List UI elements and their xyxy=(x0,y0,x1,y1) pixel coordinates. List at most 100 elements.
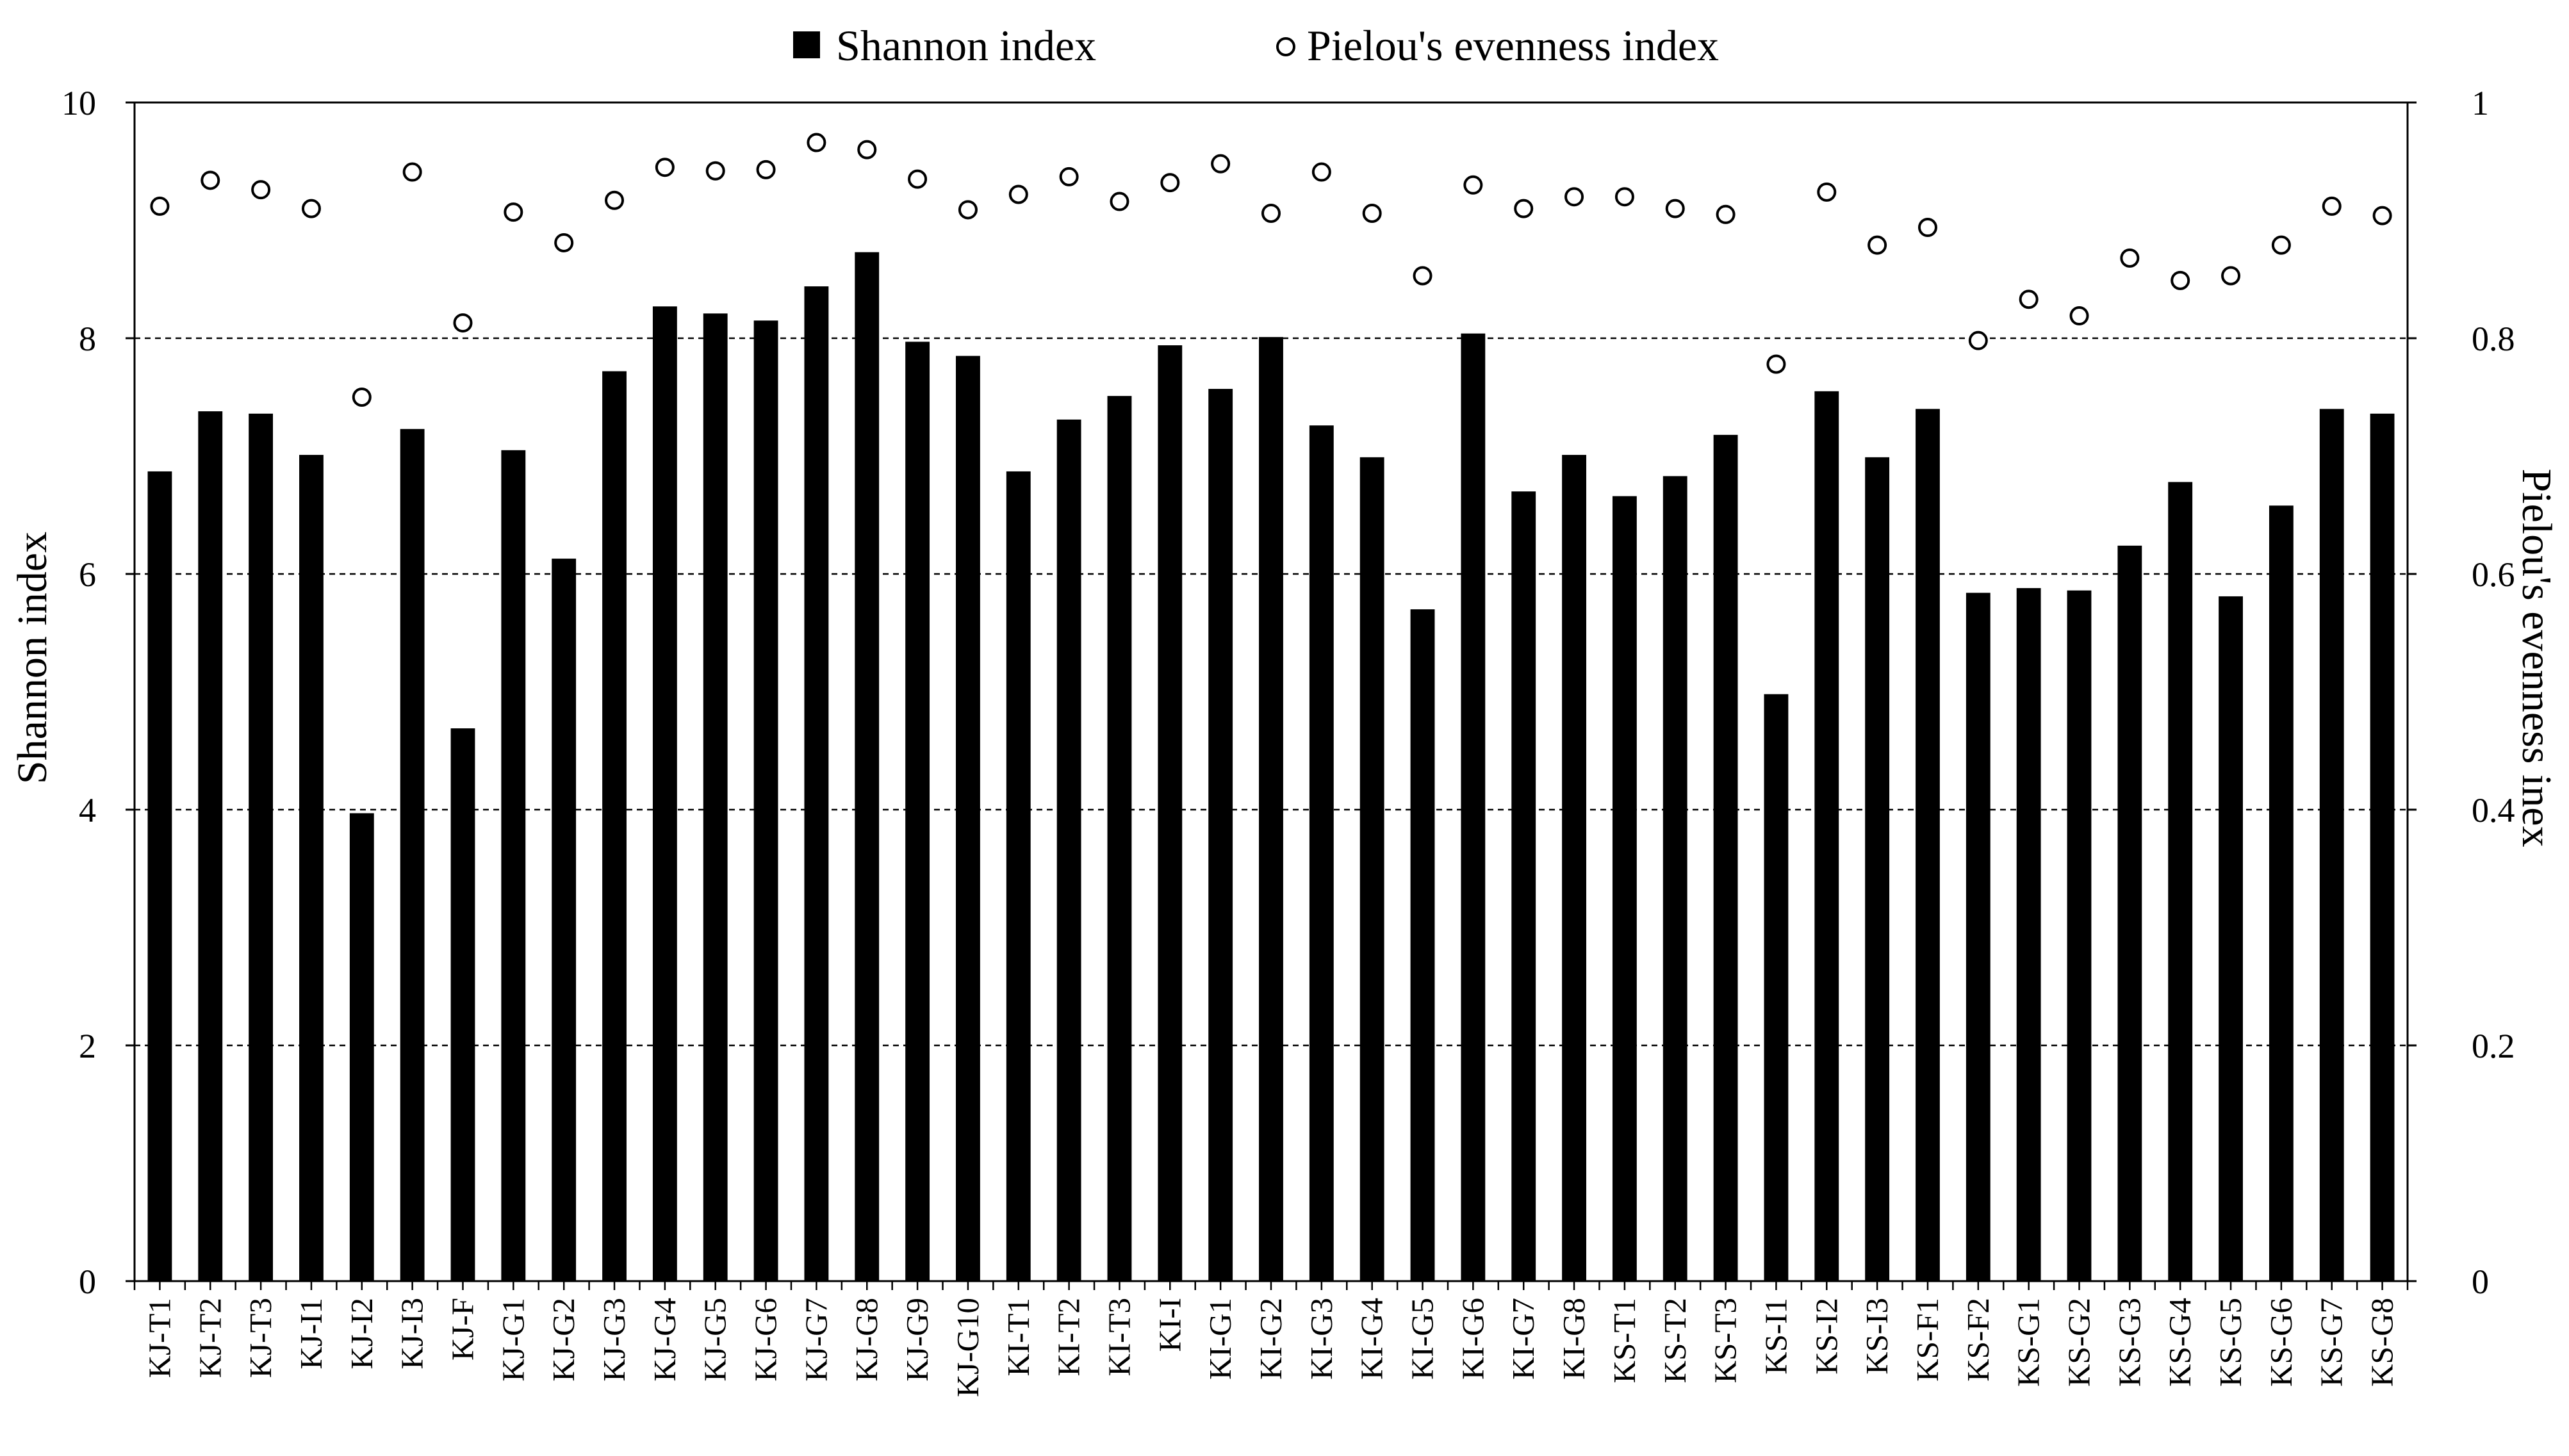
bar-kj-t3 xyxy=(249,413,274,1281)
right-axis-title: Pielou's evenness inex xyxy=(2513,468,2560,847)
x-tick-label: KS-G4 xyxy=(2162,1298,2197,1387)
right-tick-label: 0.4 xyxy=(2472,791,2515,830)
point-ks-g5 xyxy=(2221,266,2241,286)
bar-ki-t1 xyxy=(1006,471,1031,1282)
left-tick-label: 10 xyxy=(62,84,96,122)
x-tick-label: KS-F1 xyxy=(1910,1298,1945,1382)
x-tick-label: KS-G7 xyxy=(2314,1298,2349,1387)
x-tick-label: KS-G1 xyxy=(2011,1298,2046,1387)
x-tick-label: KS-G6 xyxy=(2263,1298,2299,1387)
right-axis-ticks: 0 0.2 0.4 0.6 0.8 1 xyxy=(2408,84,2515,1301)
point-ki-g4 xyxy=(1362,203,1382,223)
x-tick-label: KS-T3 xyxy=(1708,1298,1743,1383)
right-tick-label: 0 xyxy=(2472,1263,2489,1301)
x-tick-label: KJ-G8 xyxy=(849,1298,884,1382)
bar-ks-i2 xyxy=(1814,391,1839,1281)
point-ki-g6 xyxy=(1463,175,1483,195)
bar-ks-f1 xyxy=(1916,409,1940,1281)
bar-ki-g4 xyxy=(1359,457,1384,1281)
bar-ks-t2 xyxy=(1662,476,1687,1281)
bar-ks-g3 xyxy=(2117,545,2142,1281)
point-kj-i1 xyxy=(301,199,321,218)
bar-ks-g1 xyxy=(2016,588,2041,1281)
bar-kj-g1 xyxy=(501,450,526,1281)
bar-kj-g8 xyxy=(855,252,880,1282)
bar-kj-g3 xyxy=(602,371,627,1281)
point-ki-g2 xyxy=(1261,203,1281,223)
point-kj-t1 xyxy=(150,196,170,216)
right-tick-label: 0.6 xyxy=(2472,555,2515,594)
point-ki-t1 xyxy=(1008,184,1028,204)
bar-kj-f xyxy=(450,728,475,1281)
x-tick-label: KJ-G7 xyxy=(798,1298,833,1382)
x-tick-label: KS-T2 xyxy=(1657,1298,1693,1383)
bar-ks-f2 xyxy=(1966,593,1990,1282)
bar-ki-t3 xyxy=(1107,396,1132,1282)
left-tick-label: 6 xyxy=(79,555,96,594)
left-tick-label: 0 xyxy=(79,1263,96,1301)
x-tick-label: KJ-I1 xyxy=(293,1298,329,1370)
x-tick-label: KI-T3 xyxy=(1101,1298,1137,1376)
bar-ki-g5 xyxy=(1410,609,1435,1282)
left-tick-label: 2 xyxy=(79,1027,96,1065)
point-ki-g3 xyxy=(1311,162,1331,182)
x-tick-label: KI-G4 xyxy=(1354,1298,1390,1380)
bar-ks-t1 xyxy=(1612,496,1637,1281)
bar-ki-g1 xyxy=(1208,389,1233,1281)
bar-kj-g4 xyxy=(652,306,677,1281)
point-ks-i2 xyxy=(1817,182,1837,202)
point-kj-g6 xyxy=(756,160,776,179)
point-kj-t3 xyxy=(251,180,271,200)
bar-ki-t2 xyxy=(1056,419,1081,1282)
bar-ks-i3 xyxy=(1865,457,1890,1281)
point-ks-t1 xyxy=(1614,187,1634,207)
bar-ki-g2 xyxy=(1259,337,1283,1282)
bar-ki-g3 xyxy=(1309,425,1334,1282)
pielou-points xyxy=(150,133,2392,407)
legend: Shannon index Pielou's evenness index xyxy=(793,21,1719,70)
point-ks-g3 xyxy=(2120,248,2140,268)
legend-shannon-label: Shannon index xyxy=(836,21,1096,70)
point-kj-i3 xyxy=(402,162,422,182)
point-ks-t3 xyxy=(1716,204,1736,224)
bar-kj-g2 xyxy=(552,559,577,1281)
point-kj-g3 xyxy=(605,190,625,210)
x-tick-label: KJ-G5 xyxy=(698,1298,733,1382)
bar-kj-g7 xyxy=(804,286,829,1281)
x-tick-label: KS-G5 xyxy=(2213,1298,2248,1387)
point-ks-i1 xyxy=(1766,354,1786,374)
x-tick-label: KI-G1 xyxy=(1202,1298,1238,1380)
bar-ks-t3 xyxy=(1713,434,1738,1281)
right-tick-label: 1 xyxy=(2472,84,2489,122)
point-ki-t3 xyxy=(1110,192,1129,211)
bar-ks-g8 xyxy=(2370,413,2395,1281)
point-kj-f xyxy=(453,313,473,333)
x-tick-label: KJ-G6 xyxy=(748,1298,784,1382)
bar-ks-g2 xyxy=(2067,590,2092,1281)
bar-kj-g9 xyxy=(905,341,930,1281)
bar-ks-g6 xyxy=(2269,505,2294,1281)
right-tick-label: 0.8 xyxy=(2472,320,2515,358)
left-axis-title: Shannon index xyxy=(9,532,56,784)
bar-kj-t2 xyxy=(198,411,223,1281)
point-kj-t2 xyxy=(201,170,220,190)
point-kj-g2 xyxy=(554,233,574,252)
x-tick-label: KI-G2 xyxy=(1253,1298,1288,1380)
point-ks-g7 xyxy=(2322,196,2342,216)
point-kj-g9 xyxy=(908,169,928,189)
legend-circle-marker xyxy=(1276,37,1295,56)
point-ki-g8 xyxy=(1564,187,1584,207)
legend-pielou-label: Pielou's evenness index xyxy=(1307,21,1719,70)
bar-ks-g5 xyxy=(2219,596,2243,1282)
x-tick-label: KI-T1 xyxy=(1001,1298,1036,1376)
x-tick-label: KS-G2 xyxy=(2062,1298,2097,1387)
point-ki-g1 xyxy=(1211,154,1231,174)
point-kj-g8 xyxy=(857,140,877,160)
x-tick-label: KJ-G3 xyxy=(596,1298,632,1382)
point-kj-g7 xyxy=(807,133,826,152)
x-axis-ticks: KJ-T1 KJ-T2 KJ-T3 KJ-I1 KJ-I2 KJ-I3 KJ-F KJ-G1 K… xyxy=(133,1281,2409,1397)
point-ki-t2 xyxy=(1059,167,1079,186)
x-tick-label: KJ-G4 xyxy=(647,1298,682,1382)
bar-kj-i2 xyxy=(349,813,374,1281)
